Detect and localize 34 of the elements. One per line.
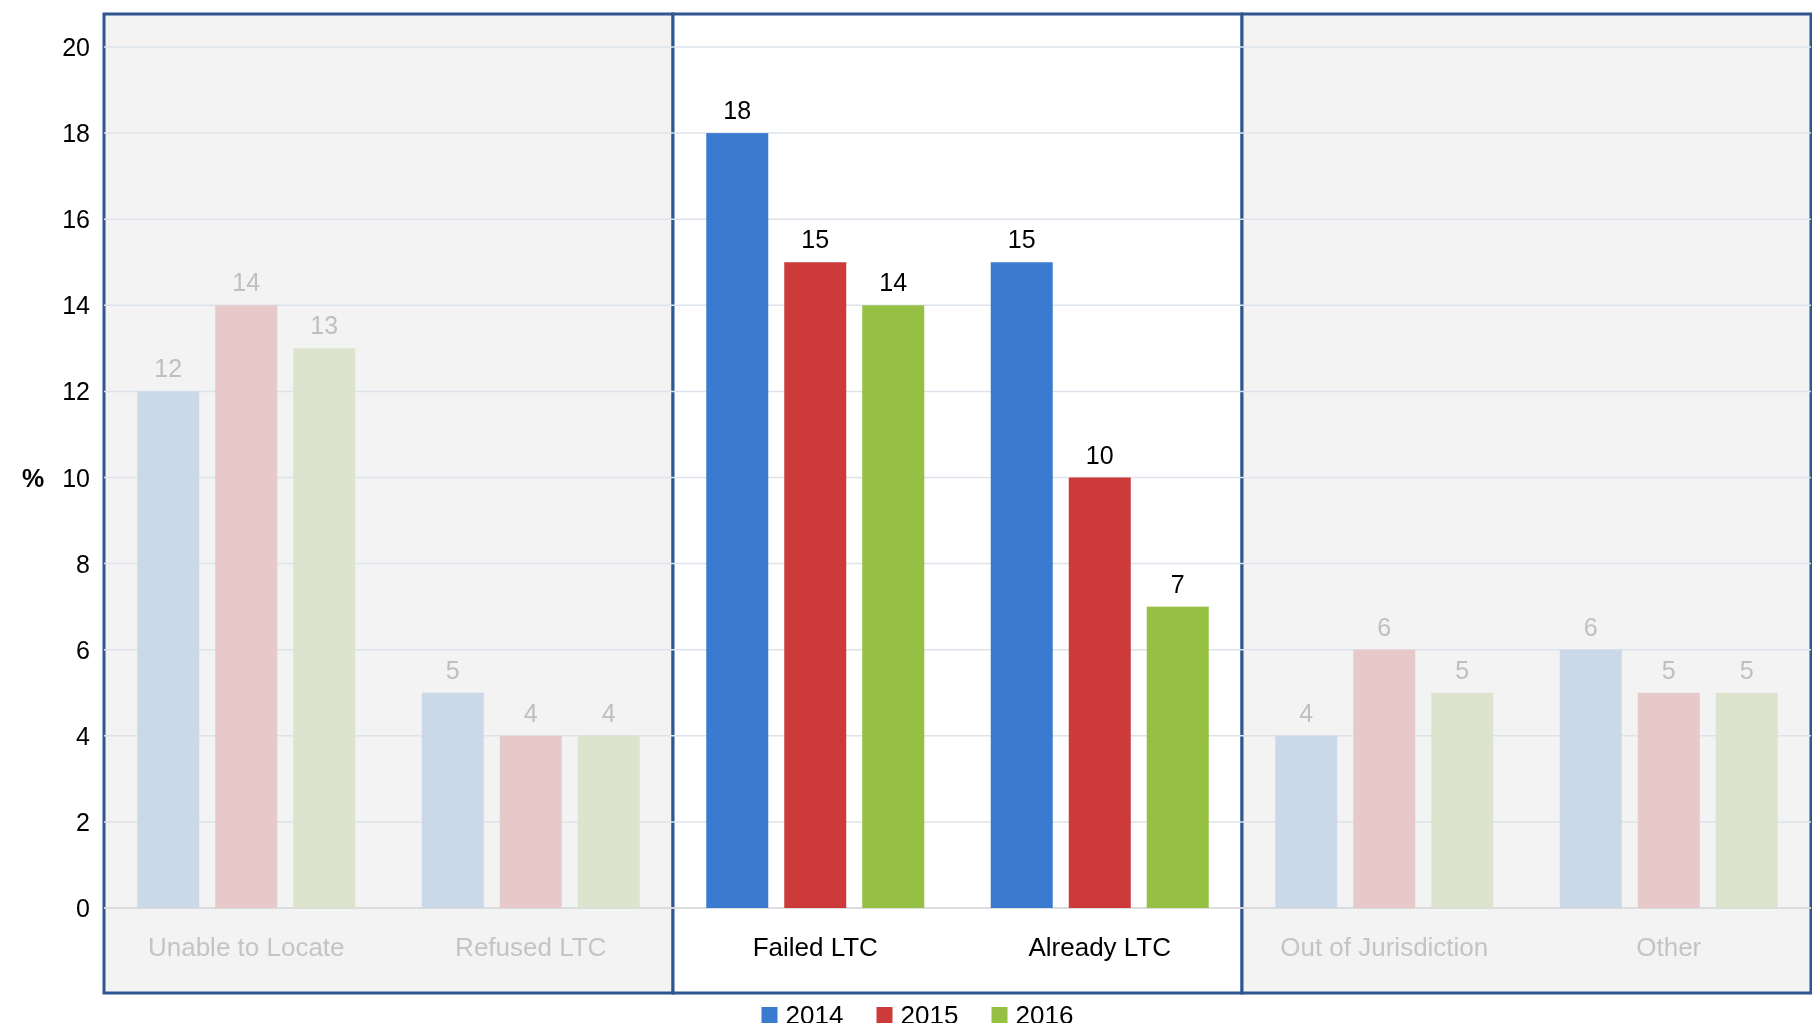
y-tick-label: 2 — [76, 807, 90, 836]
data-label: 10 — [1085, 440, 1114, 469]
y-tick-label: 14 — [62, 291, 91, 320]
bar — [137, 391, 200, 908]
data-label: 15 — [1007, 225, 1036, 254]
bar — [1637, 692, 1700, 908]
y-tick-label: 18 — [62, 119, 90, 148]
bar — [862, 305, 925, 908]
bar — [1146, 606, 1209, 908]
x-tick-label: Already LTC — [1028, 932, 1172, 962]
data-label: 7 — [1170, 569, 1185, 598]
y-tick-label: 10 — [62, 463, 90, 492]
y-tick-label: 6 — [76, 635, 90, 664]
bar — [421, 692, 484, 908]
x-tick-label: Failed LTC — [752, 932, 878, 962]
bar — [1275, 735, 1338, 908]
bar — [784, 262, 847, 908]
y-tick-label: 20 — [62, 33, 90, 61]
data-label: 18 — [723, 96, 752, 125]
bar — [990, 262, 1053, 908]
bar — [499, 735, 562, 908]
bar — [706, 133, 769, 908]
y-tick-label: 4 — [76, 721, 91, 750]
y-tick-label: 12 — [62, 377, 90, 406]
bar — [1068, 477, 1131, 908]
data-label: 15 — [801, 225, 830, 254]
y-tick-label: 16 — [62, 205, 90, 234]
data-label: 14 — [879, 268, 908, 297]
y-axis-title: % — [21, 463, 45, 492]
bar — [1353, 649, 1416, 908]
bar — [215, 305, 278, 908]
y-tick-label: 8 — [76, 549, 90, 578]
bar — [1559, 649, 1622, 908]
y-tick-label: 0 — [76, 894, 90, 922]
